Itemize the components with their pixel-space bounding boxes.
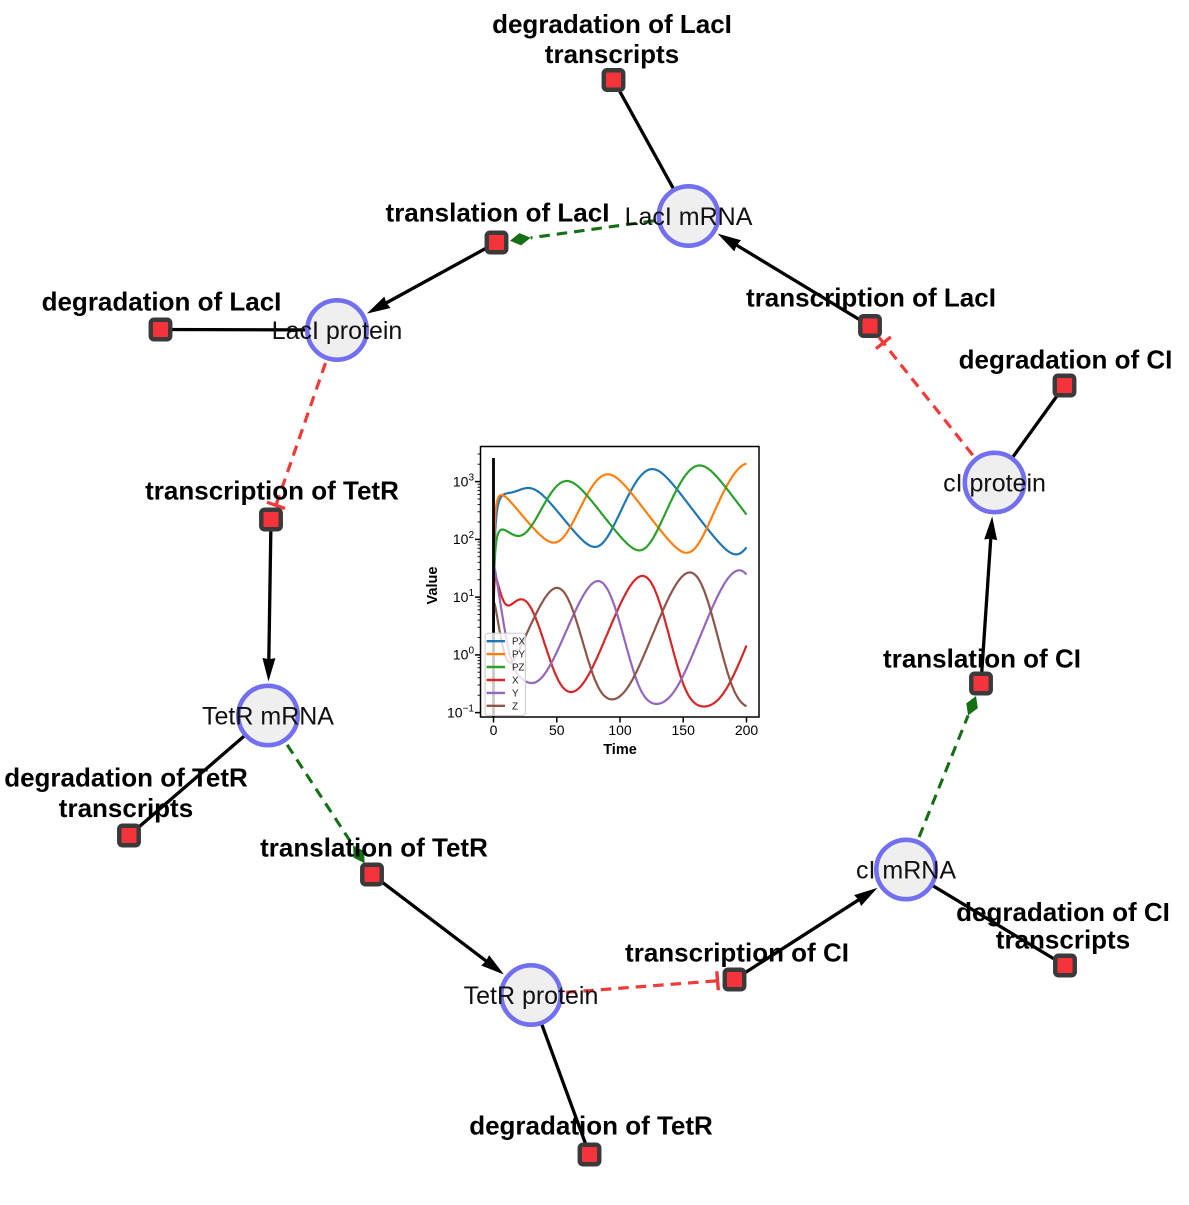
svg-text:150: 150 bbox=[672, 722, 696, 738]
svg-text:PZ: PZ bbox=[512, 663, 525, 674]
svg-text:TetR protein: TetR protein bbox=[464, 982, 599, 1010]
svg-text:degradation of TetR: degradation of TetR bbox=[469, 1110, 713, 1140]
svg-text:degradation of CI: degradation of CI bbox=[956, 897, 1170, 927]
svg-text:100: 100 bbox=[608, 722, 632, 738]
svg-text:Value: Value bbox=[425, 567, 441, 605]
svg-text:degradation of TetR: degradation of TetR bbox=[4, 762, 248, 792]
svg-text:0: 0 bbox=[490, 722, 498, 738]
svg-text:PY: PY bbox=[512, 650, 526, 661]
svg-text:degradation of LacI: degradation of LacI bbox=[42, 286, 282, 316]
svg-text:transcription of CI: transcription of CI bbox=[625, 937, 849, 967]
svg-text:transcripts: transcripts bbox=[59, 793, 193, 823]
svg-text:PX: PX bbox=[512, 637, 526, 648]
svg-text:degradation of CI: degradation of CI bbox=[959, 344, 1173, 374]
svg-text:degradation of LacI: degradation of LacI bbox=[492, 9, 732, 39]
svg-text:transcripts: transcripts bbox=[545, 39, 679, 69]
svg-text:Z: Z bbox=[512, 701, 518, 712]
svg-text:transcripts: transcripts bbox=[996, 925, 1130, 955]
svg-text:cI protein: cI protein bbox=[943, 470, 1046, 498]
svg-text:translation of CI: translation of CI bbox=[883, 643, 1081, 673]
svg-text:translation of TetR: translation of TetR bbox=[260, 832, 488, 862]
svg-text:X: X bbox=[512, 676, 519, 687]
svg-text:LacI mRNA: LacI mRNA bbox=[625, 203, 753, 231]
svg-text:LacI protein: LacI protein bbox=[272, 317, 403, 345]
svg-text:Y: Y bbox=[512, 688, 519, 699]
svg-text:translation of LacI: translation of LacI bbox=[386, 197, 610, 227]
svg-text:cI mRNA: cI mRNA bbox=[856, 857, 956, 885]
svg-text:transcription of TetR: transcription of TetR bbox=[145, 475, 399, 505]
svg-text:200: 200 bbox=[735, 722, 759, 738]
svg-text:TetR mRNA: TetR mRNA bbox=[202, 703, 334, 731]
svg-text:50: 50 bbox=[549, 722, 565, 738]
svg-text:Time: Time bbox=[603, 742, 637, 758]
svg-text:transcription of LacI: transcription of LacI bbox=[746, 282, 996, 312]
